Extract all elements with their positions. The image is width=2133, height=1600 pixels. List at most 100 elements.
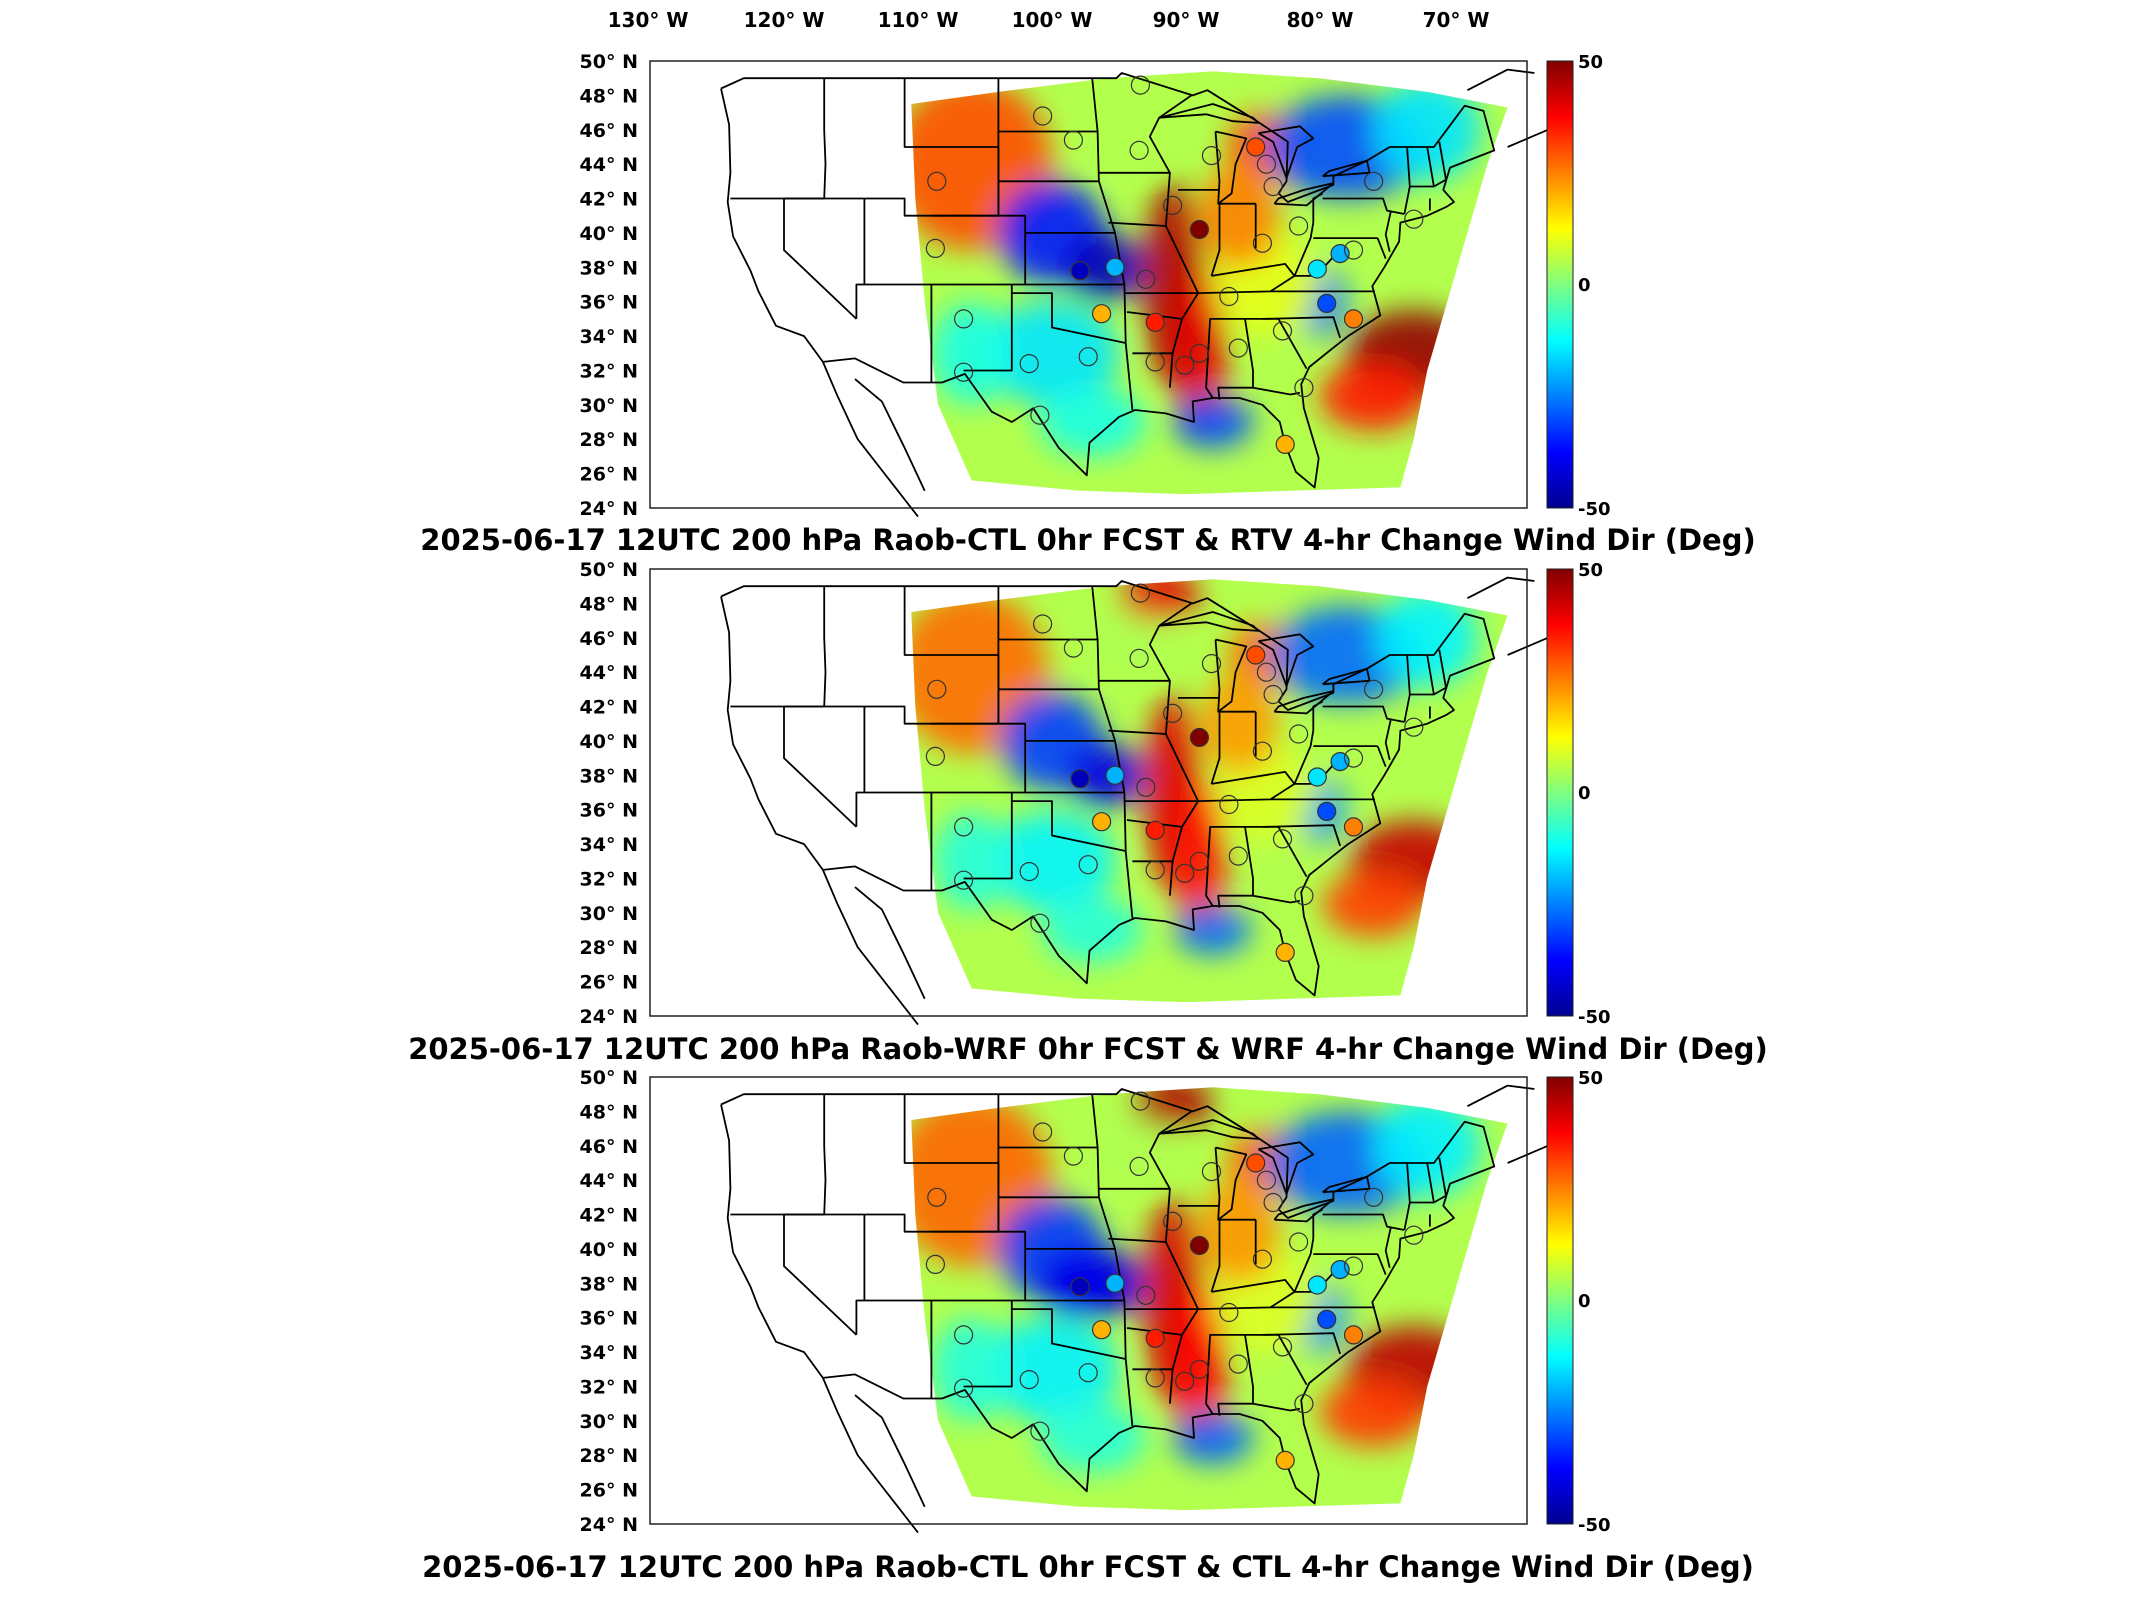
colorbar (1546, 568, 1574, 1017)
boundary-line (1257, 1141, 1315, 1195)
boundary-line (931, 1230, 1027, 1302)
raob-station-marker (1252, 1249, 1273, 1269)
raob-station-marker (1175, 1371, 1195, 1391)
lat-label: 50° N (580, 51, 638, 73)
lat-label: 34° N (580, 834, 638, 856)
lat-label: 38° N (580, 1273, 638, 1295)
lat-label: 48° N (580, 593, 638, 615)
colorbar-tick-min: -50 (1578, 1007, 1611, 1028)
state-boundaries (720, 1084, 1569, 1534)
raob-station-marker (1136, 269, 1156, 289)
field-anomaly (911, 590, 1048, 754)
raob-station-marker (1219, 794, 1239, 815)
colorbar (1546, 60, 1574, 509)
boundary-line (1322, 1213, 1405, 1231)
raob-station-marker (1189, 727, 1210, 748)
field-anomaly (1322, 871, 1425, 937)
lat-label: 38° N (580, 765, 638, 787)
lat-label: 48° N (580, 1101, 638, 1123)
boundary-line (1376, 237, 1387, 260)
boundary-line (1438, 649, 1447, 688)
raob-station-marker (1019, 1370, 1039, 1390)
boundary-line (720, 580, 1496, 997)
raob-station-marker (1189, 219, 1210, 240)
raob-station-marker (1078, 855, 1098, 875)
raob-station-marker (1032, 106, 1053, 126)
map-panel-2: 50° N 48° N 46° N 44° N 42° N 40° N 38° N 36° N… (408, 559, 1768, 1066)
raob-station-marker (1175, 355, 1195, 375)
boundary-line (1384, 718, 1392, 761)
raob-station-marker (1252, 741, 1273, 761)
raob-station-marker (1272, 321, 1293, 341)
field-anomaly (1038, 1403, 1146, 1473)
wind-direction-field (911, 1087, 1508, 1511)
raob-station-marker (1288, 724, 1309, 744)
raob-station-marker (1363, 679, 1384, 699)
raob-station-marker (1317, 1309, 1337, 1329)
field-anomaly (1201, 674, 1278, 773)
raob-station-marker (1246, 1153, 1266, 1173)
lat-label: 26° N (580, 1480, 638, 1502)
raob-station-marker (1130, 75, 1151, 95)
map-panel-3: 50° N 48° N 46° N 44° N 42° N 40° N 38° N 36° N… (422, 1067, 1754, 1584)
raob-station-marker (1105, 765, 1125, 785)
lat-label: 40° N (580, 1239, 638, 1261)
raob-station-marker (1343, 1256, 1364, 1276)
colorbar-tick-max: 50 (1578, 52, 1603, 73)
lat-label: 24° N (580, 498, 638, 520)
colorbar-tick-zero: 0 (1578, 1291, 1591, 1312)
boundary-line (1262, 316, 1341, 339)
panel-title: 2025-06-17 12UTC 200 hPa Raob-CTL 0hr FC… (420, 523, 1755, 557)
boundary-line (1210, 711, 1221, 785)
raob-station-marker (925, 238, 946, 258)
raob-station-marker (1256, 1170, 1277, 1190)
raob-station-marker (953, 1378, 974, 1398)
boundary-line (1322, 1175, 1371, 1194)
boundary-line (1322, 705, 1405, 723)
lat-label: 32° N (580, 869, 638, 891)
raob-station-marker (1189, 343, 1210, 363)
raob-station-marker (1019, 354, 1039, 374)
raob-station-marker (1256, 154, 1277, 174)
raob-station-marker (1272, 829, 1293, 849)
lat-label: 24° N (580, 1006, 638, 1028)
boundary-line (1273, 182, 1335, 207)
boundary-line (1438, 141, 1447, 180)
raob-station-marker (1263, 176, 1283, 197)
boundary-line (720, 72, 1496, 489)
lon-label: 120° W (744, 8, 825, 32)
raob-station-marker (1189, 1359, 1210, 1379)
latitude-axis: 50° N 48° N 46° N 44° N 42° N 40° N 38° N 36° N… (580, 1067, 638, 1536)
raob-station-marker (1307, 767, 1327, 787)
raob-station-marker (1145, 1368, 1165, 1388)
raob-station-marker (1307, 259, 1327, 279)
raob-station-marker (1228, 846, 1248, 866)
state-boundaries (720, 68, 1569, 518)
boundary-line (1158, 1119, 1260, 1140)
colorbar-tick-max: 50 (1578, 1068, 1603, 1089)
boundary-line (855, 1299, 933, 1399)
raob-station-marker (1078, 1363, 1098, 1383)
boundary-line (1214, 1146, 1248, 1221)
field-anomaly (933, 812, 1010, 911)
raob-station-marker (1032, 1122, 1053, 1142)
raob-station-marker (1091, 1320, 1112, 1340)
field-anomaly (1174, 905, 1252, 955)
lat-label: 30° N (580, 395, 638, 417)
lat-label: 30° N (580, 1411, 638, 1433)
raob-station-marker (927, 679, 947, 699)
raob-station-marker (1030, 405, 1050, 425)
colorbar-tick-zero: 0 (1578, 275, 1591, 296)
raob-station-marker (1145, 352, 1165, 372)
boundary-line (720, 1088, 1496, 1505)
panel-title: 2025-06-17 12UTC 200 hPa Raob-CTL 0hr FC… (422, 1550, 1754, 1584)
lat-label: 42° N (580, 1205, 638, 1227)
raob-station-marker (1145, 312, 1165, 332)
raob-station-marker (1070, 769, 1090, 789)
boundary-line (1322, 159, 1371, 178)
lat-label: 24° N (580, 1514, 638, 1536)
raob-station-marker (1219, 286, 1239, 307)
raob-station-marker (1256, 662, 1277, 682)
raob-station-marker (1343, 240, 1364, 260)
